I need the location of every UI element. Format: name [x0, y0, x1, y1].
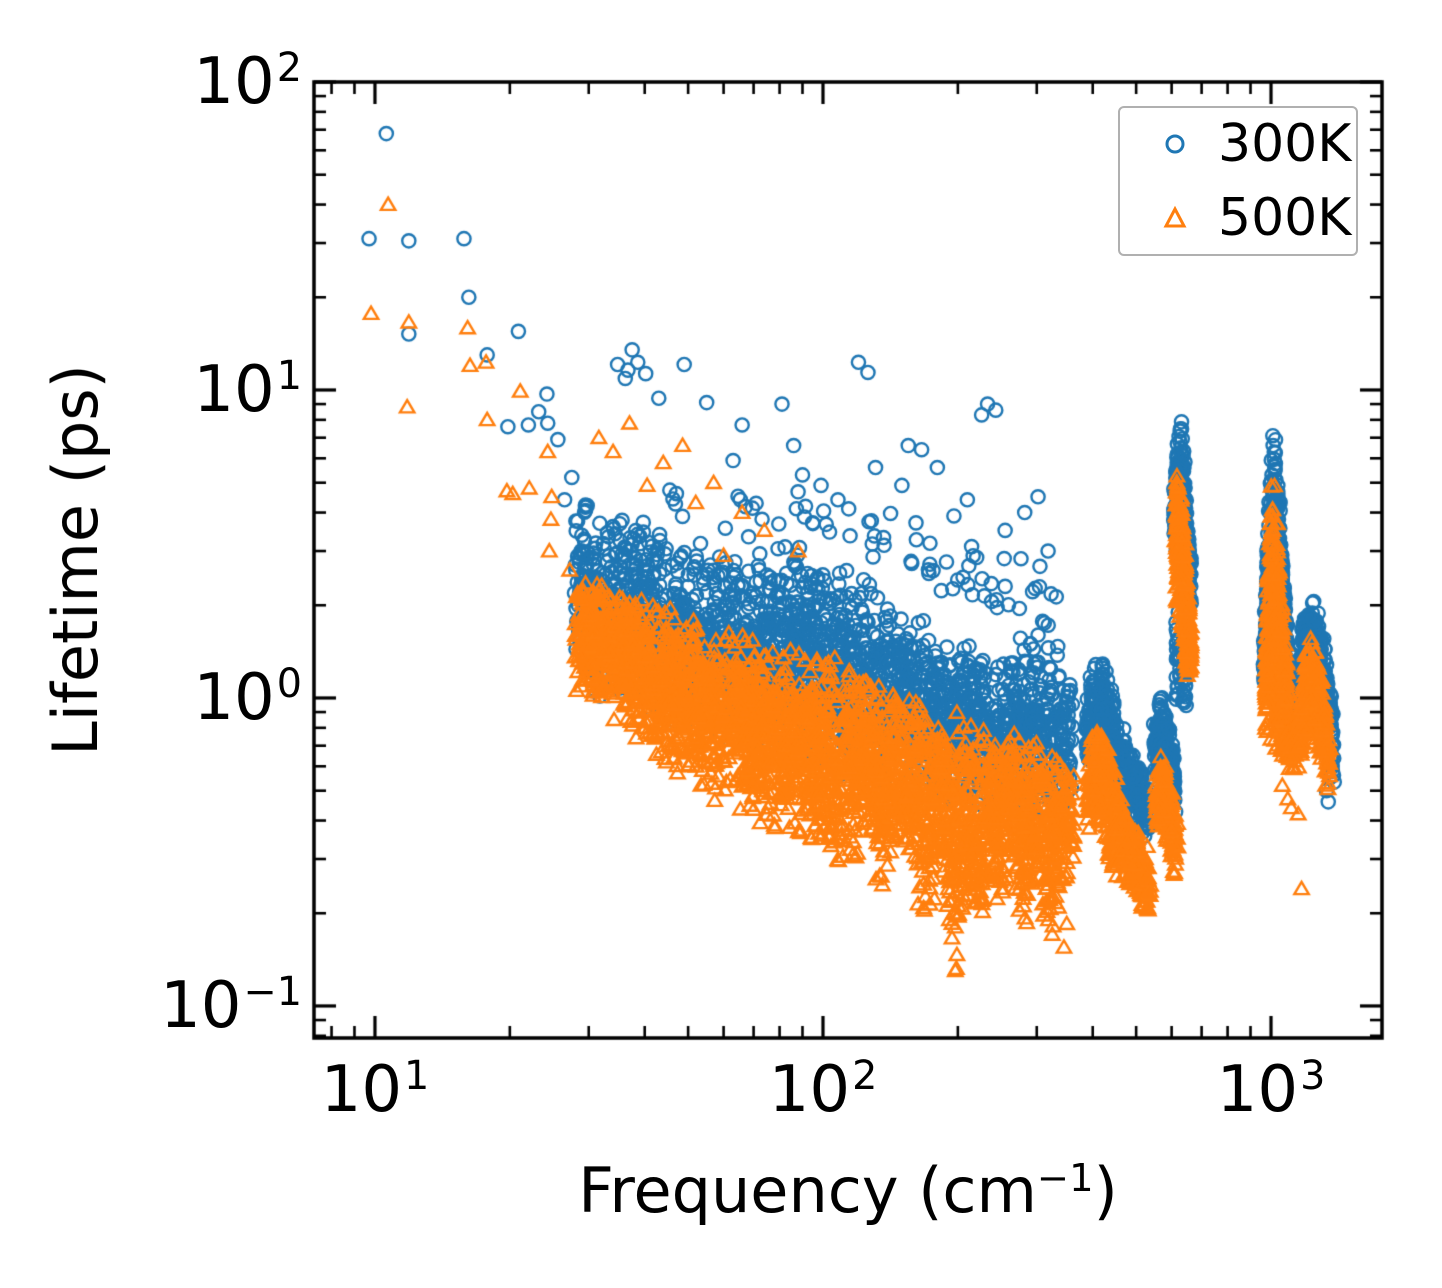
legend: 300K 500K: [1118, 106, 1358, 256]
x-axis-label-close: ): [1093, 1154, 1118, 1227]
y-tick-label: 100: [193, 660, 302, 735]
triangle-marker-icon: [1163, 205, 1187, 228]
legend-entry-500K: 500K: [1140, 192, 1351, 244]
y-axis-label: Lifetime (ps): [39, 364, 112, 756]
x-tick-label: 101: [320, 1053, 430, 1127]
y-tick-label: 102: [193, 45, 302, 119]
legend-entry-300K: 300K: [1140, 118, 1351, 170]
circle-marker-icon: [1165, 134, 1185, 154]
legend-label-300K: 300K: [1218, 114, 1352, 174]
x-axis-label-exponent: −1: [1036, 1155, 1094, 1201]
x-tick-label: 103: [1216, 1053, 1326, 1127]
x-tick-label: 102: [768, 1053, 878, 1127]
x-axis-label-text: Frequency (cm: [578, 1154, 1037, 1227]
x-axis-label: Frequency (cm−1): [578, 1159, 1118, 1222]
y-tick-label: 10−1: [160, 968, 302, 1043]
legend-label-500K: 500K: [1218, 188, 1352, 248]
y-tick-label: 101: [193, 352, 302, 427]
